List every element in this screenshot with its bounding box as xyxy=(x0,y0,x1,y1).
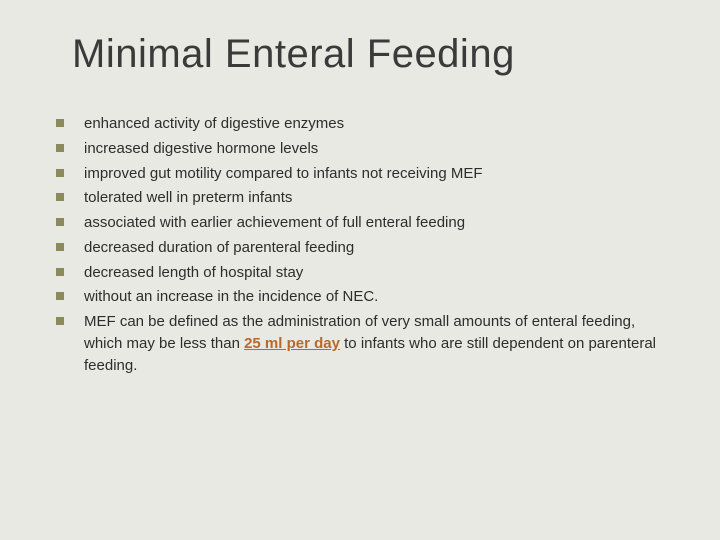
bullet-square-icon xyxy=(56,243,64,251)
list-item: tolerated well in preterm infants xyxy=(56,187,672,209)
list-item: improved gut motility compared to infant… xyxy=(56,163,672,185)
bullet-text: decreased length of hospital stay xyxy=(84,264,303,281)
bullet-square-icon xyxy=(56,218,64,226)
list-item: MEF can be defined as the administration… xyxy=(56,311,672,376)
bullet-text: tolerated well in preterm infants xyxy=(84,189,292,206)
bullet-square-icon xyxy=(56,317,64,325)
bullet-square-icon xyxy=(56,169,64,177)
bullet-list: enhanced activity of digestive enzymes i… xyxy=(56,113,672,376)
bullet-text: enhanced activity of digestive enzymes xyxy=(84,115,344,132)
list-item: enhanced activity of digestive enzymes xyxy=(56,113,672,135)
list-item: associated with earlier achievement of f… xyxy=(56,212,672,234)
bullet-text: decreased duration of parenteral feeding xyxy=(84,239,354,256)
highlight-text: 25 ml per day xyxy=(244,335,340,352)
list-item: decreased length of hospital stay xyxy=(56,262,672,284)
list-item: decreased duration of parenteral feeding xyxy=(56,237,672,259)
bullet-text: without an increase in the incidence of … xyxy=(84,288,378,305)
bullet-text: associated with earlier achievement of f… xyxy=(84,214,465,231)
bullet-square-icon xyxy=(56,268,64,276)
bullet-square-icon xyxy=(56,292,64,300)
slide-title: Minimal Enteral Feeding xyxy=(72,32,672,77)
slide: Minimal Enteral Feeding enhanced activit… xyxy=(0,0,720,540)
list-item: without an increase in the incidence of … xyxy=(56,286,672,308)
bullet-square-icon xyxy=(56,144,64,152)
bullet-square-icon xyxy=(56,119,64,127)
bullet-text: increased digestive hormone levels xyxy=(84,140,318,157)
bullet-square-icon xyxy=(56,193,64,201)
bullet-text: improved gut motility compared to infant… xyxy=(84,165,483,182)
list-item: increased digestive hormone levels xyxy=(56,138,672,160)
